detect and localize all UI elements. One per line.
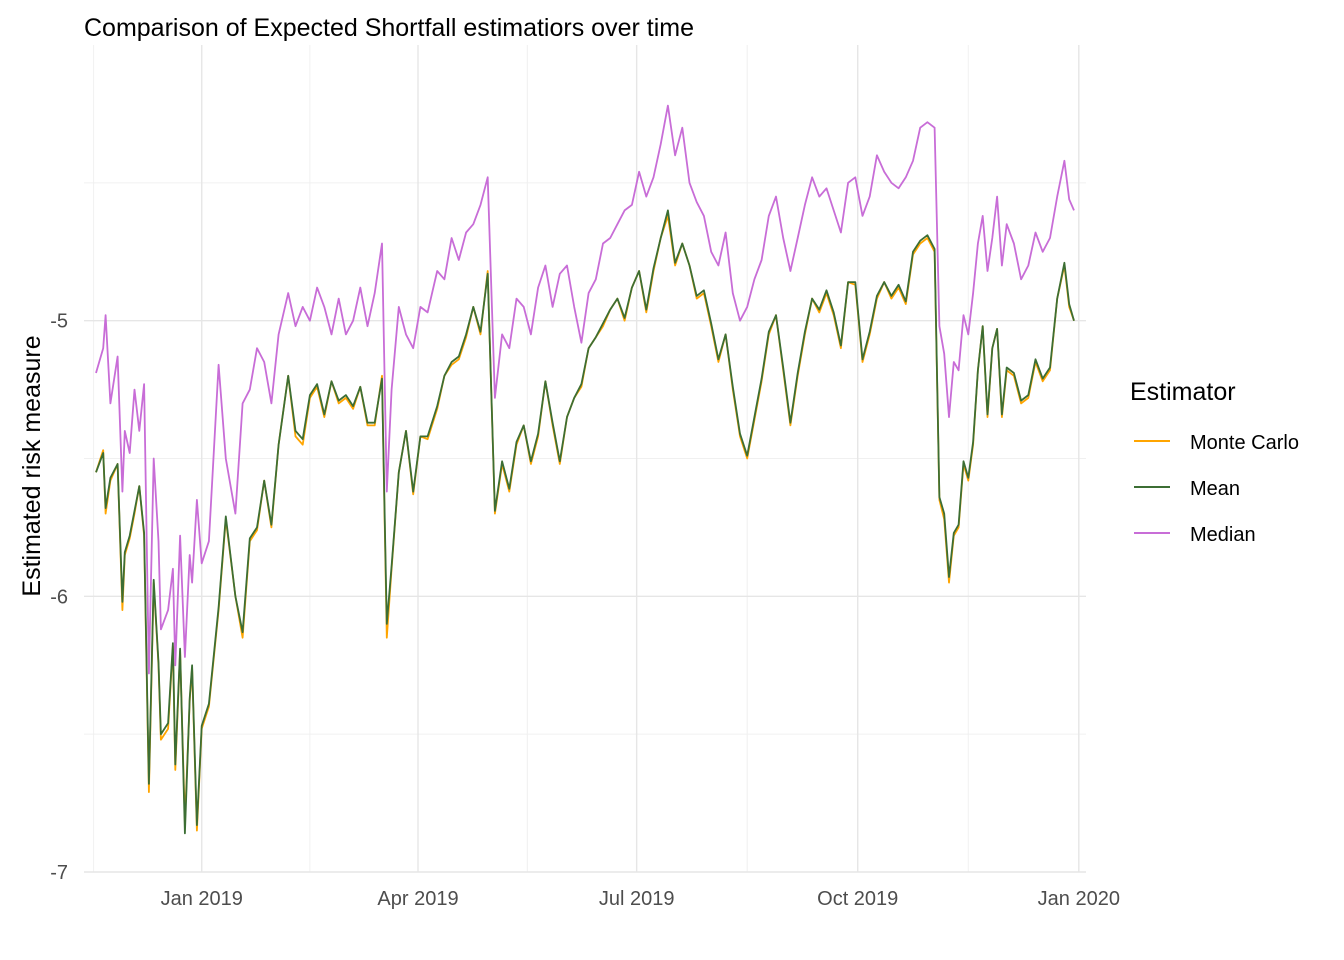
x-axis-tick-labels: Jan 2019 Apr 2019 Jul 2019 Oct 2019 Jan 2020 — [161, 888, 1120, 910]
x-tick-label: Jan 2019 — [161, 888, 243, 910]
minor-gridlines — [84, 45, 1086, 872]
y-tick-label: -6 — [50, 586, 68, 608]
major-gridlines — [84, 45, 1086, 873]
legend-label: Mean — [1190, 478, 1240, 500]
y-tick-label: -7 — [50, 862, 68, 884]
legend-label: Monte Carlo — [1190, 432, 1299, 454]
legend-items: Monte Carlo Mean Median — [1134, 432, 1299, 546]
y-tick-label: -5 — [50, 311, 68, 333]
x-tick-label: Jul 2019 — [599, 888, 675, 910]
x-tick-label: Jan 2020 — [1038, 888, 1120, 910]
series-line-median — [95, 104, 1075, 675]
x-tick-label: Oct 2019 — [817, 888, 898, 910]
legend: Estimator Monte Carlo Mean Median — [1130, 378, 1299, 546]
chart-title: Comparison of Expected Shortfall estimat… — [84, 14, 694, 42]
legend-title: Estimator — [1130, 378, 1236, 406]
legend-label: Median — [1190, 524, 1256, 546]
series-lines — [95, 104, 1075, 835]
series-line-mean — [95, 209, 1075, 835]
plot-panel — [84, 45, 1086, 873]
x-tick-label: Apr 2019 — [377, 888, 458, 910]
y-axis-title: Estimated risk measure — [18, 335, 46, 596]
y-axis-tick-labels: -5 -6 -7 — [50, 311, 68, 884]
